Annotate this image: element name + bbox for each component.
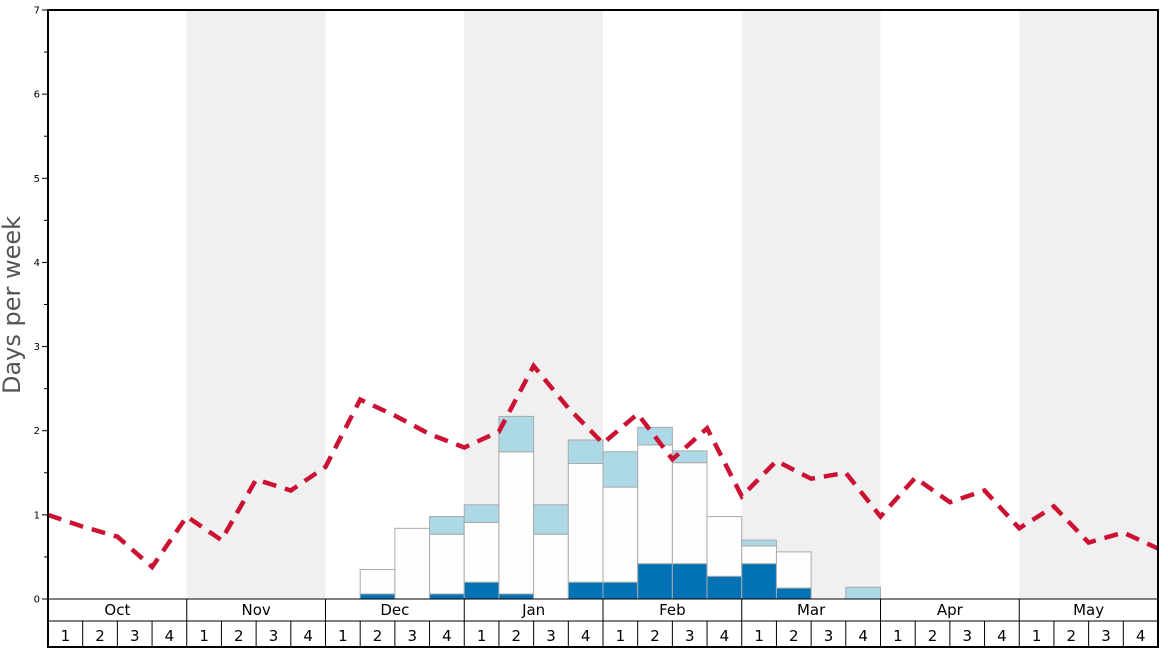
week-label: 3 — [962, 627, 972, 645]
month-label-jan: Jan — [521, 601, 545, 619]
bar-dark-dec-w4 — [429, 593, 465, 600]
month-label-oct: Oct — [104, 601, 130, 619]
week-label: 3 — [546, 627, 556, 645]
week-label: 1 — [338, 627, 348, 645]
bar-white-feb-w3 — [671, 462, 708, 565]
bar-light-feb-w1 — [602, 451, 639, 488]
week-label: 4 — [1136, 627, 1146, 645]
bar-light-dec-w4 — [429, 516, 465, 535]
week-label: 2 — [95, 627, 105, 645]
bar-dark-feb-w2 — [637, 563, 673, 600]
week-label: 2 — [373, 627, 383, 645]
week-label: 1 — [61, 627, 71, 645]
month-label-may: May — [1073, 601, 1104, 619]
bar-light-jan-w3 — [533, 504, 569, 535]
week-label: 4 — [581, 627, 591, 645]
week-label: 1 — [754, 627, 764, 645]
month-shading — [186, 10, 1158, 599]
week-label: 4 — [442, 627, 452, 645]
bar-light-feb-w2 — [637, 426, 673, 446]
week-label: 4 — [303, 627, 313, 645]
y-tick-label: 3 — [34, 342, 40, 353]
bar-white-mar-w2 — [775, 551, 812, 589]
week-label: 2 — [234, 627, 244, 645]
bar-light-jan-w4 — [567, 439, 604, 465]
week-label: 1 — [616, 627, 626, 645]
month-label-feb: Feb — [659, 601, 686, 619]
month-label-dec: Dec — [380, 601, 409, 619]
y-tick-label: 2 — [34, 426, 40, 437]
bar-dark-feb-w3 — [671, 563, 708, 600]
week-label: 4 — [720, 627, 730, 645]
bar-dark-feb-w4 — [706, 575, 743, 600]
bar-dark-mar-w2 — [775, 587, 812, 600]
x-axis: Oct 1 2 3 4 Nov 1 2 3 4 Dec 1 2 3 4 Jan 1 2 3 4 Feb 1 2 3 4 Mar 1 2… — [61, 599, 1146, 647]
week-label: 1 — [893, 627, 903, 645]
week-label: 3 — [269, 627, 279, 645]
y-tick-label: 4 — [34, 258, 40, 269]
bar-dark-dec-w2 — [359, 593, 396, 600]
bar-white-jan-w2 — [498, 451, 535, 595]
week-label: 1 — [1032, 627, 1042, 645]
month-band-mar — [741, 10, 881, 599]
month-band-nov — [186, 10, 326, 599]
bar-light-jan-w1 — [463, 504, 500, 523]
bar-white-dec-w4 — [429, 533, 465, 595]
bar-white-dec-w2 — [359, 569, 396, 595]
bar-white-jan-w1 — [463, 521, 500, 583]
week-label: 4 — [858, 627, 868, 645]
week-label: 2 — [650, 627, 660, 645]
bar-dark-jan-w1 — [463, 581, 500, 600]
week-label: 3 — [130, 627, 140, 645]
month-label-nov: Nov — [241, 601, 270, 619]
month-label-apr: Apr — [937, 601, 964, 619]
month-label-mar: Mar — [797, 601, 826, 619]
y-axis-label: Days per week — [0, 216, 26, 394]
y-tick-label: 7 — [34, 6, 40, 17]
bar-dark-mar-w1 — [741, 563, 777, 600]
week-label: 2 — [789, 627, 799, 645]
bar-white-jan-w3 — [533, 533, 569, 600]
bar-dark-feb-w1 — [602, 581, 639, 600]
week-label: 1 — [477, 627, 487, 645]
average-line-layer — [47, 361, 1159, 571]
bar-white-mar-w1 — [741, 545, 777, 565]
bar-light-mar-w1 — [741, 539, 777, 547]
bar-dark-jan-w4 — [567, 581, 604, 600]
y-axis: 0 1 2 3 4 5 6 7 — [34, 6, 48, 606]
bar-white-feb-w2 — [637, 444, 673, 565]
week-label: 3 — [1101, 627, 1111, 645]
y-tick-label: 1 — [34, 510, 40, 521]
bar-series — [359, 415, 881, 600]
y-tick-label: 0 — [34, 595, 40, 606]
y-tick-label: 6 — [34, 90, 40, 101]
week-label: 2 — [512, 627, 522, 645]
week-label: 2 — [928, 627, 938, 645]
y-tick-label: 5 — [34, 174, 40, 185]
bar-dark-jan-w2 — [498, 593, 535, 600]
week-label: 4 — [997, 627, 1007, 645]
bar-white-jan-w4 — [567, 463, 604, 583]
bar-light-mar-w4 — [845, 586, 881, 600]
bar-white-feb-w1 — [602, 486, 639, 583]
average-line — [47, 361, 1159, 571]
month-band-may — [1019, 10, 1158, 599]
week-label: 3 — [685, 627, 695, 645]
bar-white-feb-w4 — [706, 516, 743, 577]
week-label: 3 — [824, 627, 834, 645]
week-label: 4 — [165, 627, 175, 645]
bar-white-dec-w3 — [394, 527, 431, 600]
week-label: 1 — [199, 627, 209, 645]
week-label: 2 — [1067, 627, 1077, 645]
week-label: 3 — [407, 627, 417, 645]
